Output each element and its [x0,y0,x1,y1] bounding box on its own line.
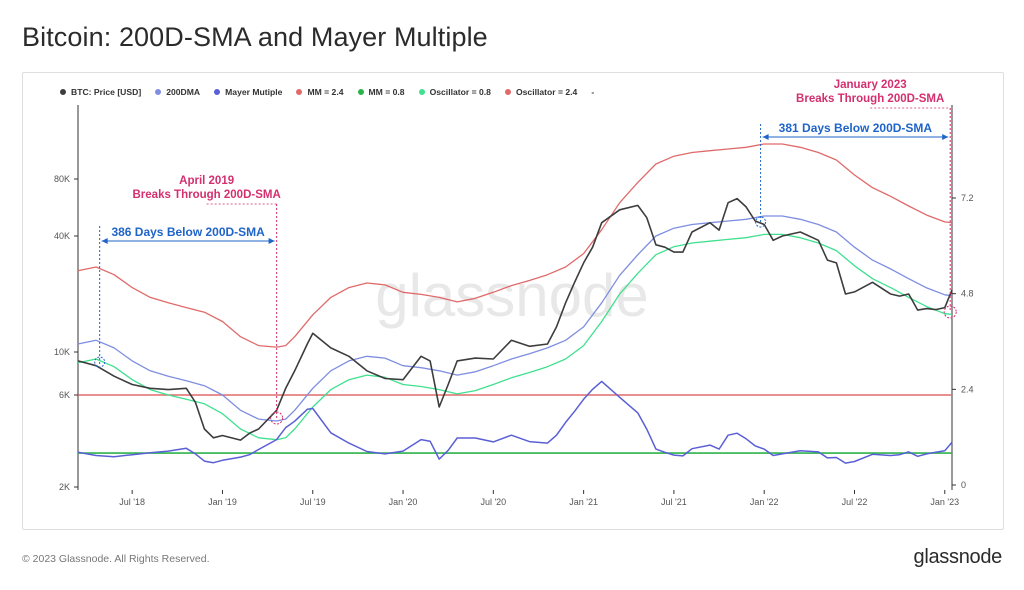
legend-item[interactable]: Oscillator = 2.4 [504,87,578,97]
legend-label: Oscillator = 0.8 [429,87,491,97]
legend-item[interactable]: Oscillator = 0.8 [418,87,491,97]
legend-item[interactable]: - [591,87,594,97]
legend-dot-icon [418,89,425,95]
left-tick-label: 10K [54,347,70,357]
brand-logo: glassnode [913,546,1003,568]
x-tick-label: Jan '19 [208,497,237,507]
right-tick-label: 4.8 [961,289,974,299]
x-tick-label: Jan '20 [389,497,418,507]
legend-item[interactable]: BTC: Price [USD] [60,87,141,97]
left-tick-label: 6K [59,390,70,400]
series-line-price [77,197,953,441]
page-title: Bitcoin: 200D-SMA and Mayer Multiple [22,22,488,52]
series-group [77,143,953,464]
legend: BTC: Price [USD] 200DMA Mayer Mutiple MM = … [60,85,608,99]
right-tick-label: 7.2 [961,193,974,203]
left-tick-label: 80K [54,174,70,184]
legend-dot-icon [357,89,364,95]
series-line-sma [77,215,953,422]
legend-dot-icon [296,89,303,95]
copyright: © 2023 Glassnode. All Rights Reserved. [22,553,210,565]
start-381-circle [755,216,767,228]
jan-2023-subtitle: Breaks Through 200D-SMA [796,93,944,105]
jan-2023-title: January 2023 [834,79,907,91]
legend-dot-icon [214,89,221,95]
x-tick-label: Jan '22 [750,497,779,507]
legend-label: BTC: Price [USD] [71,87,142,97]
x-tick-label: Jul '19 [300,497,326,507]
start-386-circle [94,356,106,368]
april-2019-break-circle [270,411,284,425]
series-line-lower [77,233,953,441]
series-line-upper [77,143,953,348]
x-tick-label: Jul '20 [480,497,506,507]
legend-label: - [591,87,595,97]
watermark: glassnode [375,262,649,329]
legend-label: Oscillator = 2.4 [515,87,578,97]
april-2019-subtitle: Breaks Through 200D-SMA [133,189,281,201]
x-tick-label: Jul '18 [119,497,145,507]
legend-label: Mayer Mutiple [225,87,283,97]
x-tick-label: Jul '21 [661,497,687,507]
legend-dot-icon [60,89,66,95]
annotations: April 2019 Breaks Through 200D-SMA 386 Day… [94,79,957,425]
legend-item[interactable]: 200DMA [155,87,200,97]
x-tick-label: Jan '23 [930,497,959,507]
x-tick-label: Jan '21 [569,497,598,507]
legend-item[interactable]: MM = 2.4 [296,87,344,97]
arrow-left-icon [101,238,108,244]
right-tick-label: 2.4 [961,384,974,394]
arrow-right-icon [942,134,949,140]
right-tick-label: 0 [961,480,966,490]
april-2019-title: April 2019 [179,175,234,187]
left-tick-label: 40K [54,231,70,241]
legend-label: 200DMA [166,87,201,97]
legend-item[interactable]: Mayer Mutiple [214,87,282,97]
legend-dot-icon [155,89,162,95]
days-386-label: 386 Days Below 200D-SMA [111,225,265,239]
axes: 2K 6K 10K 40K 80K 0 2.4 4.8 7.2 Jul '18 Jan '19 Jul… [54,105,974,507]
series-line-mm [77,380,953,464]
x-tick-label: Jul '22 [842,497,868,507]
legend-label: MM = 0.8 [368,87,405,97]
legend-dot-icon [504,89,511,95]
jan-2023-break-circle [943,305,957,319]
left-tick-label: 2K [59,482,70,492]
legend-label: MM = 2.4 [307,87,344,97]
days-381-label: 381 Days Below 200D-SMA [779,121,933,135]
legend-item[interactable]: MM = 0.8 [357,87,405,97]
arrow-left-icon [762,134,769,140]
arrow-right-icon [268,238,275,244]
